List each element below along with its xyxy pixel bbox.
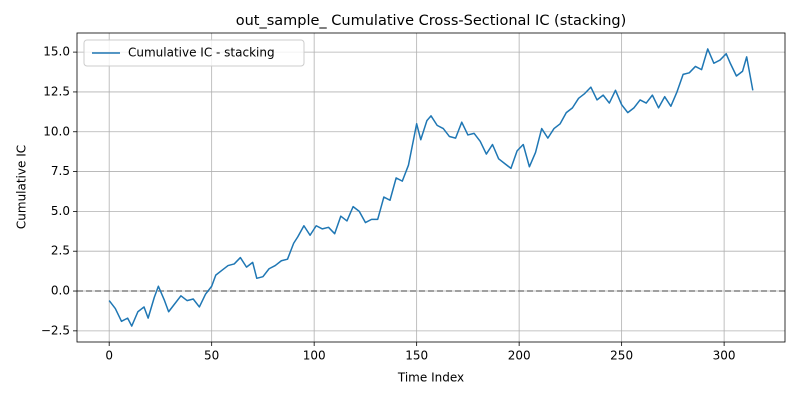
y-tick-label: 2.5 [51,244,70,258]
x-axis-label: Time Index [397,371,464,385]
x-tick-label: 200 [508,349,531,363]
y-tick-label: 5.0 [51,204,70,218]
x-tick-label: 0 [105,349,113,363]
plot-frame [76,32,786,343]
legend: Cumulative IC - stacking [83,39,305,67]
legend-box [83,39,305,67]
y-tick-label: −2.5 [41,323,70,337]
x-tick-label: 250 [610,349,633,363]
y-tick-label: 12.5 [43,84,70,98]
data-line [108,48,754,327]
x-tick-label: 300 [713,349,736,363]
legend-label: Cumulative IC - stacking [128,46,275,60]
y-tick-label: 0.0 [51,284,70,298]
y-axis-label: Cumulative IC [15,145,29,229]
y-tick-label: 7.5 [51,164,70,178]
chart-title: out_sample_ Cumulative Cross-Sectional I… [236,13,627,29]
y-tick-label: 15.0 [43,45,70,59]
x-tick-label: 100 [303,349,326,363]
x-tick-label: 50 [204,349,219,363]
y-tick-label: 10.0 [43,124,70,138]
x-tick-label: 150 [405,349,428,363]
